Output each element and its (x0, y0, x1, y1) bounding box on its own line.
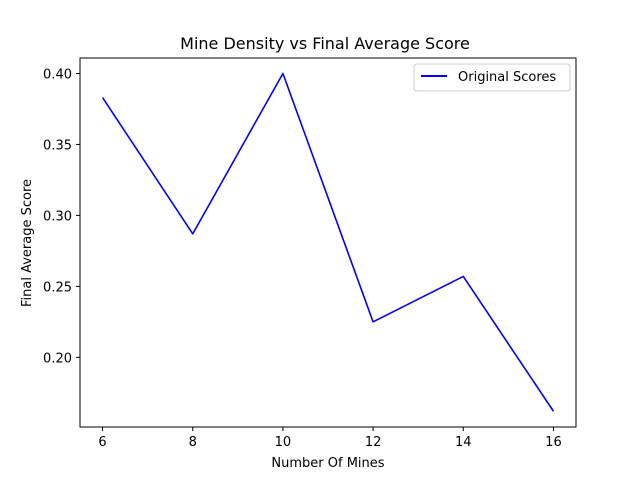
y-axis-ticks: 0.20 0.25 0.30 0.35 0.40 (43, 67, 80, 366)
x-tick-label: 6 (98, 435, 106, 450)
y-tick-label: 0.20 (43, 351, 72, 366)
x-tick-label: 8 (189, 435, 197, 450)
x-axis-ticks: 6 8 10 12 14 16 (98, 427, 562, 450)
y-tick-label: 0.40 (43, 67, 72, 82)
x-tick-label: 10 (275, 435, 292, 450)
y-tick-label: 0.30 (43, 209, 72, 224)
plot-frame (79, 57, 577, 428)
x-tick-label: 16 (545, 435, 562, 450)
legend: Original Scores (413, 63, 571, 92)
x-tick-label: 14 (455, 435, 472, 450)
legend-label-original-scores: Original Scores (458, 70, 556, 85)
series-line-original-scores (101, 72, 555, 412)
plot-area (80, 58, 576, 427)
x-axis-label: Number Of Mines (271, 456, 384, 471)
legend-box (413, 63, 571, 92)
x-tick-label: 12 (365, 435, 382, 450)
chart-title: Mine Density vs Final Average Score (180, 34, 470, 53)
y-axis-label: Final Average Score (20, 179, 35, 307)
series-layer (101, 72, 555, 412)
y-tick-label: 0.25 (43, 280, 72, 295)
y-tick-label: 0.35 (43, 138, 72, 153)
